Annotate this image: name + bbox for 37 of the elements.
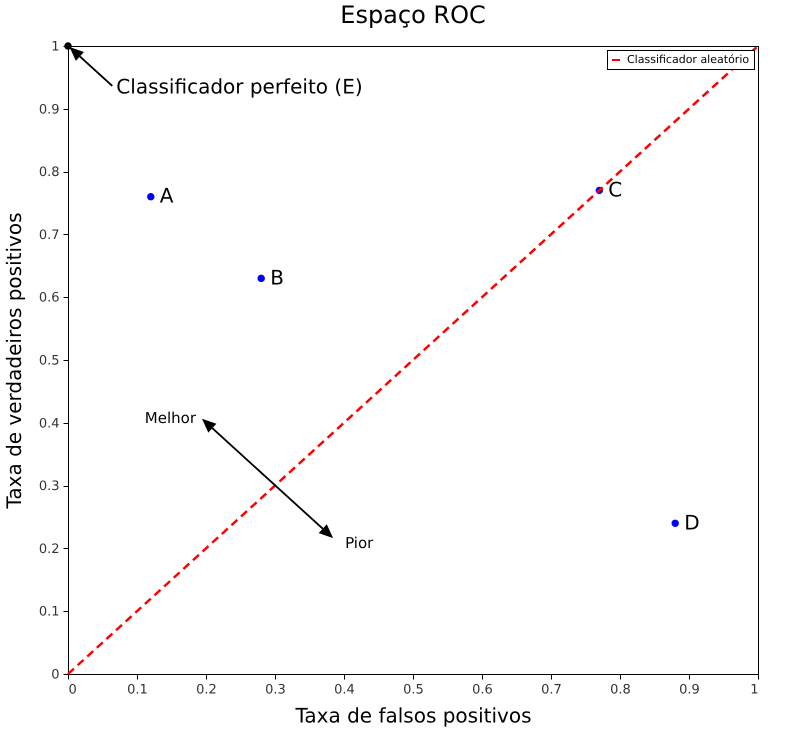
x-tick-label: 0.3 — [265, 682, 286, 698]
y-tick-label: 0.7 — [38, 228, 60, 243]
x-tick-label: 0.6 — [472, 682, 493, 698]
y-tick-label: 0.8 — [38, 165, 60, 180]
point — [671, 520, 679, 527]
chart-title: Espaço ROC — [340, 1, 486, 29]
y-tick-label: 0.6 — [38, 290, 60, 306]
y-tick-label: 0.4 — [38, 416, 60, 432]
annotation: Classificador perfeito (E) — [116, 74, 363, 98]
annotation: Pior — [345, 534, 374, 552]
annotation: A — [160, 184, 174, 208]
y-tick-label: 1 — [51, 40, 60, 54]
x-axis-title: Taxa de falsos positivos — [294, 704, 532, 728]
x-tick-label: 0.2 — [196, 682, 217, 698]
point — [64, 42, 72, 50]
x-tick-label: 0.1 — [127, 682, 148, 698]
y-axis-title: Taxa de verdadeiros positivos — [2, 212, 26, 510]
x-tick-label: 0 — [68, 682, 77, 698]
x-tick-label: 0.5 — [403, 682, 424, 698]
x-tick-label: 0.9 — [679, 682, 700, 698]
annotation: B — [270, 265, 284, 290]
x-tick-label: 0.7 — [541, 682, 562, 698]
point — [147, 193, 155, 200]
y-tick-label: 0.1 — [38, 604, 60, 620]
y-tick-label: 0.2 — [38, 542, 60, 557]
y-tick-label: 0.3 — [38, 479, 60, 494]
legend-label: Classificador aleatório — [627, 53, 750, 66]
y-tick-label: 0.5 — [38, 354, 60, 368]
y-tick-label: 0 — [51, 668, 60, 682]
annotation: C — [608, 177, 622, 202]
x-tick-label: 0.8 — [610, 682, 631, 698]
annotation: D — [684, 510, 700, 534]
x-tick-label: 1 — [750, 682, 758, 698]
annotation: Melhor — [144, 408, 197, 427]
point — [257, 274, 265, 282]
x-tick-label: 0.4 — [334, 682, 355, 698]
y-tick-label: 0.9 — [38, 102, 60, 118]
